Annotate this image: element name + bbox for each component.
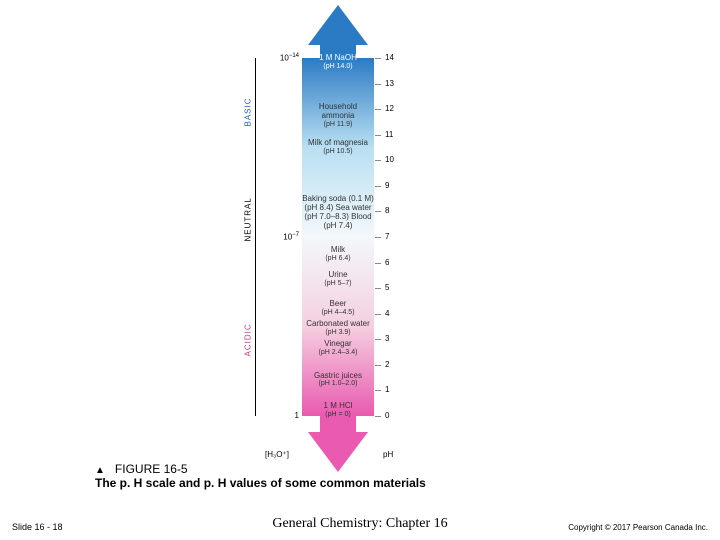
region-label: BASIC [244, 116, 253, 126]
substance-label: Baking soda (0.1 M) (pH 8.4) Sea water (… [302, 195, 374, 230]
substance-label: Urine(pH 5–7) [302, 271, 374, 287]
substance-label: Milk(pH 6.4) [302, 246, 374, 262]
tick-line [375, 314, 381, 315]
tick-label: 1 [385, 385, 409, 394]
tick-line [375, 288, 381, 289]
tick-line [375, 237, 381, 238]
tick-line [375, 416, 381, 417]
tick-line [375, 84, 381, 85]
tick-line [375, 135, 381, 136]
tick-line [375, 186, 381, 187]
tick-label: 7 [385, 232, 409, 241]
axis-left-label: [H₃O⁺] [265, 450, 289, 459]
region-label: ACIDIC [244, 347, 253, 357]
tick-label: 12 [385, 104, 409, 113]
substance-label: Household ammonia(pH 11.9) [302, 103, 374, 128]
tick-label: 2 [385, 360, 409, 369]
tick-label: 11 [385, 130, 409, 139]
figure-caption: ▲ FIGURE 16-5 The p. H scale and p. H va… [95, 462, 426, 490]
ph-diagram: 14131211109876543210 1 M NaOH(pH 14.0)Ho… [225, 5, 485, 450]
substance-label: Beer(pH 4–4.5) [302, 300, 374, 316]
arrow-up [308, 5, 368, 45]
substance-label: Carbonated water(pH 3.9) [302, 320, 374, 336]
caption-line2: The p. H scale and p. H values of some c… [95, 476, 426, 490]
tick-line [375, 365, 381, 366]
tick-label: 0 [385, 411, 409, 420]
tick-label: 10 [385, 155, 409, 164]
region-line [255, 186, 256, 288]
caption-line1: FIGURE 16-5 [115, 462, 188, 476]
tick-label: 13 [385, 79, 409, 88]
tick-label: 3 [385, 334, 409, 343]
substance-label: Milk of magnesia(pH 10.5) [302, 139, 374, 155]
tick-label: 5 [385, 283, 409, 292]
region-label: NEUTRAL [244, 232, 253, 242]
tick-line [375, 58, 381, 59]
concentration-label: 1 [265, 411, 299, 420]
tick-label: 14 [385, 53, 409, 62]
substance-label: 1 M HCl(pH = 0) [302, 402, 374, 418]
axis-right-label: pH [383, 450, 393, 459]
tick-label: 8 [385, 206, 409, 215]
tick-line [375, 160, 381, 161]
tick-label: 4 [385, 309, 409, 318]
concentration-label: 10−14 [265, 53, 299, 63]
tick-line [375, 211, 381, 212]
tick-line [375, 390, 381, 391]
tick-line [375, 263, 381, 264]
region-line [255, 288, 256, 416]
tick-label: 6 [385, 258, 409, 267]
tick-label: 9 [385, 181, 409, 190]
substance-label: Gastric juices(pH 1.0–2.0) [302, 372, 374, 388]
tick-line [375, 339, 381, 340]
caption-marker: ▲ [95, 465, 105, 476]
ph-scale-figure: 14131211109876543210 1 M NaOH(pH 14.0)Ho… [0, 0, 720, 475]
tick-line [375, 109, 381, 110]
concentration-label: 10−7 [265, 232, 299, 242]
copyright: Copyright © 2017 Pearson Canada Inc. [568, 523, 708, 532]
substance-label: Vinegar(pH 2.4–3.4) [302, 340, 374, 356]
substance-label: 1 M NaOH(pH 14.0) [302, 54, 374, 70]
region-line [255, 58, 256, 186]
slide-footer: Slide 16 - 18 General Chemistry: Chapter… [0, 512, 720, 532]
